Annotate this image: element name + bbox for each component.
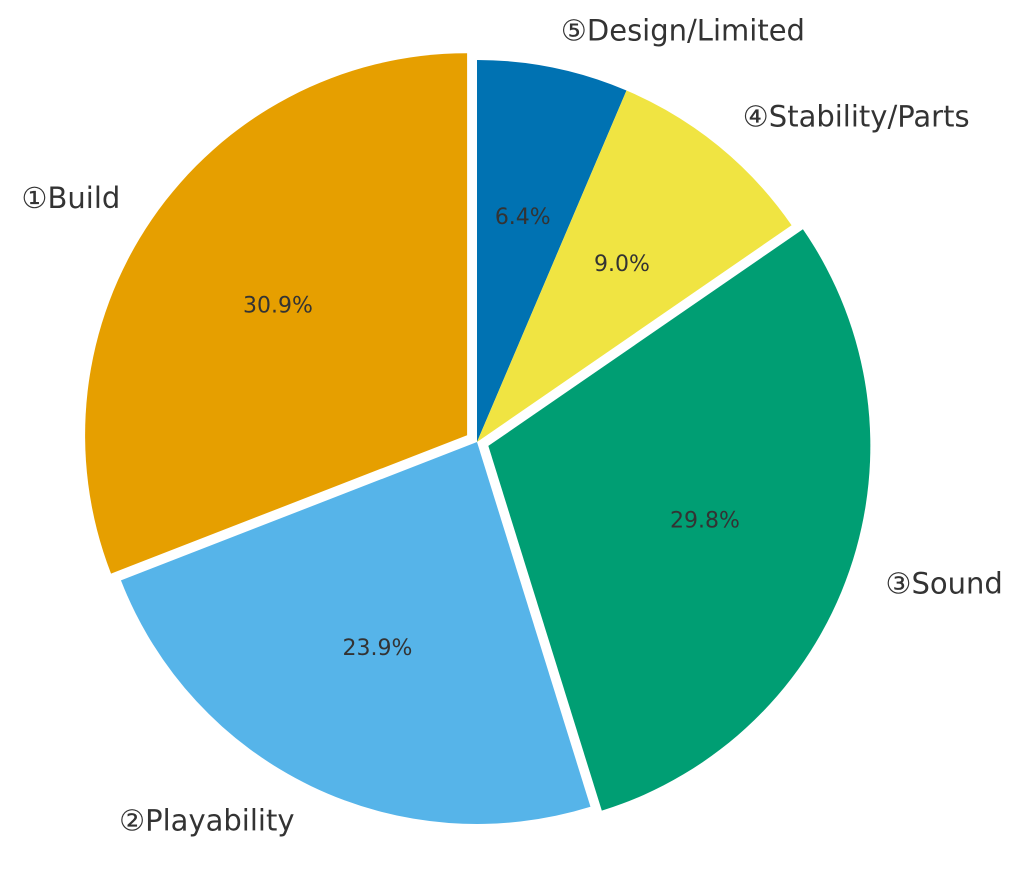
slice-percentage-label: 9.0%	[594, 252, 650, 277]
category-labels: ⑤Design/Limited ④Stability/Parts ③Sound ②Pl…	[22, 13, 1003, 837]
slice-percentage-label: 6.4%	[495, 205, 551, 230]
slice-percentage-label: 30.9%	[243, 293, 313, 318]
pie-slice-5	[85, 53, 468, 574]
slice-category-label: ⑤Design/Limited	[561, 13, 805, 47]
pie-slice-1	[477, 60, 627, 442]
slice-category-label: ④Stability/Parts	[743, 100, 970, 134]
pie-slice-3	[488, 229, 871, 811]
pie-slice-4	[120, 442, 591, 825]
slice-category-label: ③Sound	[885, 566, 1002, 600]
slice-category-label: ①Build	[22, 181, 121, 215]
percentage-labels: 6.4% 9.0% 29.8% 23.9% 30.9%	[243, 205, 740, 661]
pie-slices	[85, 53, 871, 825]
slice-percentage-label: 23.9%	[343, 636, 413, 661]
slice-percentage-label: 29.8%	[670, 508, 740, 533]
pie-slice-2	[477, 90, 792, 442]
slice-category-label: ②Playability	[119, 804, 294, 838]
